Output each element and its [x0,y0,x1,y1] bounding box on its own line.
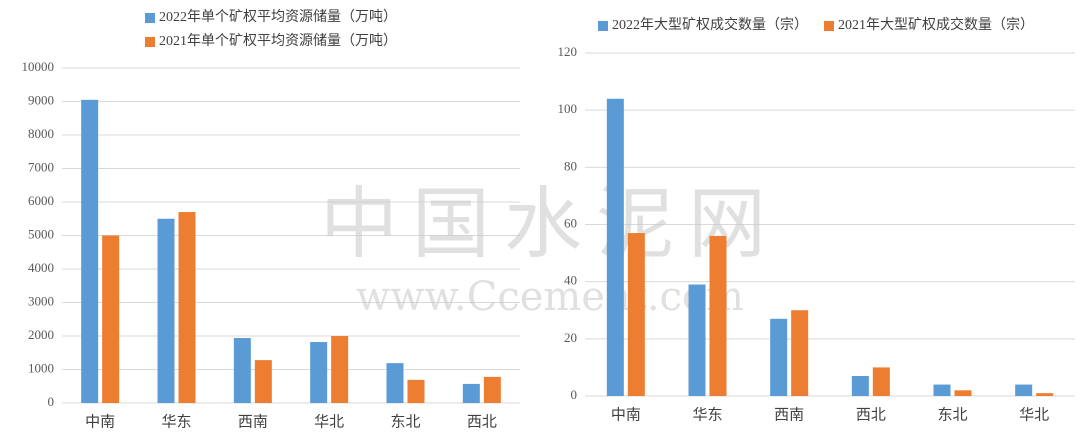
x-tick-label: 华北 [314,413,344,431]
bar [791,310,809,396]
y-tick-label: 40 [564,273,577,288]
x-tick-label: 西南 [238,413,268,431]
legend-swatch [145,13,155,23]
y-tick-label: 6000 [28,193,54,208]
bar [851,375,869,396]
bar [933,384,951,396]
x-tick-label: 华北 [1019,406,1049,424]
bar [627,233,645,396]
x-tick-label: 东北 [937,406,967,424]
bar [157,218,175,403]
legend-swatch [824,21,834,31]
y-tick-label: 5000 [28,226,54,241]
x-tick-label: 华东 [161,413,191,431]
x-tick-label: 西北 [856,406,886,424]
y-tick-label: 2000 [28,327,54,342]
bar [606,98,624,396]
x-tick-label: 西北 [467,413,497,431]
bar [233,338,251,403]
bar [407,379,425,403]
bar [770,318,788,396]
legend-label: 2021年大型矿权成交数量（宗） [838,16,1034,33]
y-tick-label: 0 [48,394,55,409]
bar [331,336,349,403]
bar [483,376,501,403]
bar [872,367,890,396]
bar [462,383,480,403]
x-tick-label: 中南 [85,413,115,431]
y-tick-label: 20 [564,330,577,345]
bar [102,235,120,403]
bar [178,212,196,403]
y-tick-label: 1000 [28,360,54,375]
legend-swatch [598,21,608,31]
bar [954,390,972,396]
bar [709,235,727,396]
x-tick-label: 华东 [692,406,722,424]
x-tick-label: 东北 [390,413,420,431]
y-tick-label: 4000 [28,260,54,275]
y-tick-label: 10000 [22,59,55,74]
bar [386,363,404,403]
legend-label: 2022年单个矿权平均资源储量（万吨） [159,9,397,25]
bar [310,342,328,403]
y-tick-label: 80 [564,158,577,173]
watermark-url: www.Ccement.com [356,274,744,320]
y-tick-label: 0 [571,387,578,402]
y-tick-label: 9000 [28,92,54,107]
bar [81,99,99,403]
watermark-title: 中国水泥网 [320,180,780,270]
y-tick-label: 100 [558,101,578,116]
y-tick-label: 7000 [28,159,54,174]
legend-label: 2022年大型矿权成交数量（宗） [612,16,808,33]
legend-label: 2021年单个矿权平均资源储量（万吨） [159,33,397,49]
y-tick-label: 8000 [28,126,54,141]
y-tick-label: 3000 [28,293,54,308]
bar [1036,393,1054,396]
x-tick-label: 西南 [774,406,804,424]
bar [688,284,706,396]
legend-swatch [145,37,155,47]
y-tick-label: 120 [558,44,578,59]
y-tick-label: 60 [564,215,577,230]
x-tick-label: 中南 [611,406,641,424]
bar [1015,384,1033,396]
bar [254,360,272,403]
